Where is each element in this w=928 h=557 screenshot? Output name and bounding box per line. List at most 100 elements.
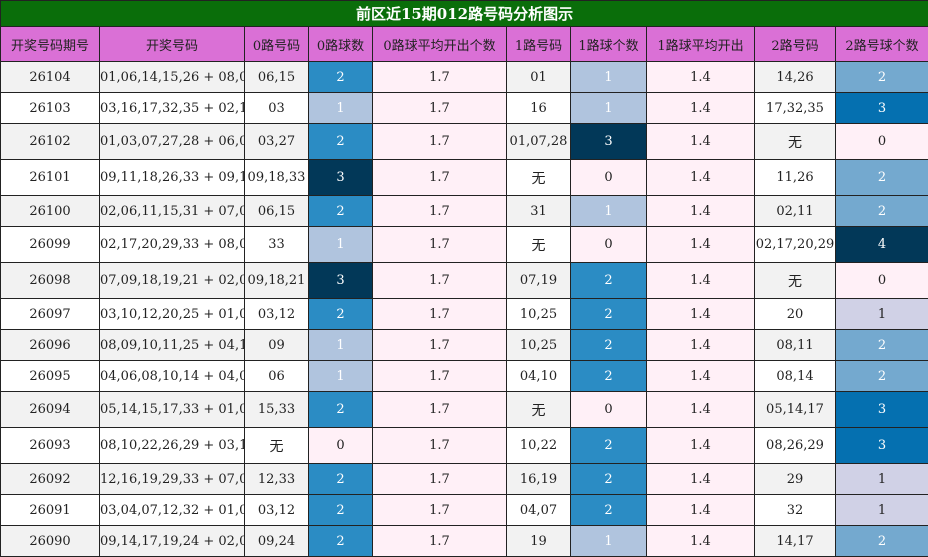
header-one-count: 1路球个数 (571, 27, 647, 62)
one-avg-cell: 1.4 (647, 495, 755, 526)
draw-numbers-cell: 01,06,14,15,26 + 08,09 (100, 62, 245, 93)
zero-count-cell: 2 (309, 464, 373, 495)
zero-nums-cell: 03,12 (245, 299, 309, 330)
one-nums-cell: 01 (507, 62, 571, 93)
two-nums-cell: 14,17 (755, 526, 836, 557)
zero-nums-cell: 06,15 (245, 196, 309, 227)
one-nums-cell: 04,07 (507, 495, 571, 526)
zero-nums-cell: 15,33 (245, 392, 309, 428)
one-avg-cell: 1.4 (647, 464, 755, 495)
title-row: 前区近15期012路号码分析图示 (1, 1, 928, 27)
zero-avg-cell: 1.7 (373, 495, 507, 526)
period-cell: 26099 (1, 227, 100, 263)
zero-count-cell: 2 (309, 124, 373, 160)
one-avg-cell: 1.4 (647, 124, 755, 160)
two-count-cell: 3 (836, 93, 928, 124)
one-nums-cell: 16,19 (507, 464, 571, 495)
zero-count-cell: 2 (309, 62, 373, 93)
zero-count-cell: 0 (309, 428, 373, 464)
one-avg-cell: 1.4 (647, 160, 755, 196)
zero-nums-cell: 06 (245, 361, 309, 392)
header-one-avg: 1路球平均开出 (647, 27, 755, 62)
zero-nums-cell: 33 (245, 227, 309, 263)
zero-avg-cell: 1.7 (373, 263, 507, 299)
zero-avg-cell: 1.7 (373, 428, 507, 464)
zero-avg-cell: 1.7 (373, 196, 507, 227)
one-nums-cell: 16 (507, 93, 571, 124)
zero-count-cell: 1 (309, 361, 373, 392)
zero-count-cell: 1 (309, 93, 373, 124)
zero-avg-cell: 1.7 (373, 526, 507, 557)
one-avg-cell: 1.4 (647, 299, 755, 330)
one-avg-cell: 1.4 (647, 392, 755, 428)
draw-numbers-cell: 03,04,07,12,32 + 01,02 (100, 495, 245, 526)
zero-avg-cell: 1.7 (373, 330, 507, 361)
zero-avg-cell: 1.7 (373, 93, 507, 124)
one-count-cell: 1 (571, 526, 647, 557)
draw-numbers-cell: 09,11,18,26,33 + 09,11 (100, 160, 245, 196)
zero-avg-cell: 1.7 (373, 392, 507, 428)
one-count-cell: 2 (571, 495, 647, 526)
zero-count-cell: 2 (309, 196, 373, 227)
draw-numbers-cell: 07,09,18,19,21 + 02,09 (100, 263, 245, 299)
period-cell: 26102 (1, 124, 100, 160)
draw-numbers-cell: 01,03,07,27,28 + 06,07 (100, 124, 245, 160)
one-avg-cell: 1.4 (647, 526, 755, 557)
draw-numbers-cell: 08,09,10,11,25 + 04,12 (100, 330, 245, 361)
zero-nums-cell: 03,27 (245, 124, 309, 160)
header-draw: 开奖号码 (100, 27, 245, 62)
draw-numbers-cell: 02,06,11,15,31 + 07,08 (100, 196, 245, 227)
two-nums-cell: 08,14 (755, 361, 836, 392)
zero-avg-cell: 1.7 (373, 227, 507, 263)
header-zero-avg: 0路球平均开出个数 (373, 27, 507, 62)
zero-count-cell: 2 (309, 299, 373, 330)
two-count-cell: 3 (836, 392, 928, 428)
two-count-cell: 3 (836, 428, 928, 464)
zero-avg-cell: 1.7 (373, 124, 507, 160)
one-avg-cell: 1.4 (647, 361, 755, 392)
zero-count-cell: 2 (309, 392, 373, 428)
one-nums-cell: 04,10 (507, 361, 571, 392)
draw-numbers-cell: 09,14,17,19,24 + 02,09 (100, 526, 245, 557)
period-cell: 26100 (1, 196, 100, 227)
one-nums-cell: 31 (507, 196, 571, 227)
header-zero-count: 0路球数 (309, 27, 373, 62)
period-cell: 26093 (1, 428, 100, 464)
two-count-cell: 2 (836, 62, 928, 93)
zero-count-cell: 3 (309, 160, 373, 196)
zero-nums-cell: 03,12 (245, 495, 309, 526)
one-count-cell: 1 (571, 93, 647, 124)
draw-numbers-cell: 08,10,22,26,29 + 03,10 (100, 428, 245, 464)
zero-count-cell: 1 (309, 227, 373, 263)
zero-avg-cell: 1.7 (373, 464, 507, 495)
period-cell: 26103 (1, 93, 100, 124)
zero-count-cell: 3 (309, 263, 373, 299)
two-count-cell: 2 (836, 330, 928, 361)
period-cell: 26104 (1, 62, 100, 93)
one-nums-cell: 无 (507, 392, 571, 428)
period-cell: 26090 (1, 526, 100, 557)
draw-numbers-cell: 03,16,17,32,35 + 02,12 (100, 93, 245, 124)
one-count-cell: 2 (571, 330, 647, 361)
two-count-cell: 1 (836, 299, 928, 330)
one-avg-cell: 1.4 (647, 227, 755, 263)
one-nums-cell: 无 (507, 160, 571, 196)
draw-numbers-cell: 05,14,15,17,33 + 01,07 (100, 392, 245, 428)
zero-avg-cell: 1.7 (373, 299, 507, 330)
one-nums-cell: 01,07,28 (507, 124, 571, 160)
one-count-cell: 3 (571, 124, 647, 160)
two-nums-cell: 05,14,17 (755, 392, 836, 428)
two-nums-cell: 11,26 (755, 160, 836, 196)
